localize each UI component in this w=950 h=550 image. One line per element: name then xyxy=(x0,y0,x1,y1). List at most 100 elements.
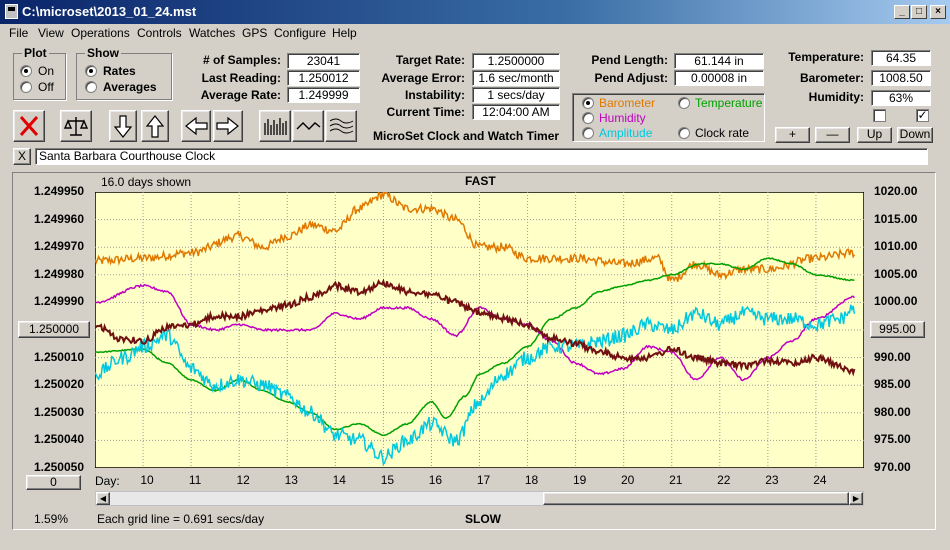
right-tick-label: 1000.00 xyxy=(874,294,918,309)
arrow-up-icon xyxy=(145,115,165,138)
clockrate-radio[interactable] xyxy=(678,127,690,139)
right-axis-ticks: 1020.001015.001010.001005.001000.00995.0… xyxy=(874,0,936,550)
stop-x-icon xyxy=(19,116,39,136)
barometer-value: 1008.50 xyxy=(871,70,931,86)
plot-scrollbar[interactable]: ◀ ▶ xyxy=(95,491,864,506)
chart-svg xyxy=(94,190,865,469)
temperature-radio[interactable] xyxy=(678,97,690,109)
clock-name-field[interactable]: Santa Barbara Courthouse Clock xyxy=(35,148,928,165)
temperature-label: Temperature: xyxy=(788,50,864,64)
temperature-value: 64.35 xyxy=(871,50,931,66)
left-axis-button[interactable]: 1.250000 xyxy=(18,321,90,338)
plot-panel xyxy=(12,172,936,530)
menu-file[interactable]: File xyxy=(9,26,29,40)
percent-label: 1.59% xyxy=(34,512,69,526)
barometer-label: Barometer: xyxy=(799,71,864,85)
temperature-option: Temperature xyxy=(695,96,763,110)
average-error-value: 1.6 sec/month xyxy=(472,70,560,86)
average-rate-label: Average Rate: xyxy=(200,88,281,102)
humidity-value: 63% xyxy=(871,90,931,106)
scroll-right-icon[interactable]: ▶ xyxy=(849,492,863,505)
menu-configure[interactable]: Configure xyxy=(274,26,327,40)
menu-operations[interactable]: Operations xyxy=(71,26,130,40)
multi-line-graph-icon xyxy=(329,118,354,134)
sensor-options: Barometer Temperature Humidity Amplitude… xyxy=(572,93,765,142)
menu-bar: File View Operations Controls Watches GP… xyxy=(0,24,950,42)
series-barometer xyxy=(94,190,856,283)
target-rate-label: Target Rate: xyxy=(395,53,465,67)
fast-label: FAST xyxy=(465,174,496,188)
scroll-thumb[interactable] xyxy=(543,492,849,505)
left-tick-label: 1.250030 xyxy=(33,404,84,419)
barometer-radio[interactable] xyxy=(582,97,594,109)
series-amplitude xyxy=(94,304,856,466)
left-tick-label: 1.249950 xyxy=(33,184,84,198)
left-tick-label: 1.250010 xyxy=(33,349,84,364)
barometer-option: Barometer xyxy=(599,96,656,110)
left-tick-label: 1.250040 xyxy=(33,432,84,447)
scroll-left-icon[interactable]: ◀ xyxy=(96,492,110,505)
amplitude-radio[interactable] xyxy=(582,127,594,139)
plot-group: Plot On Off xyxy=(13,46,66,100)
menu-view[interactable]: View xyxy=(38,26,64,40)
arrow-left-button[interactable] xyxy=(181,110,211,142)
scale-plus-button[interactable]: + xyxy=(775,127,810,143)
app-caption: MicroSet Clock and Watch Timer xyxy=(373,129,560,143)
average-error-label: Average Error: xyxy=(381,71,465,85)
bottom-left-button[interactable]: 0 xyxy=(26,475,81,490)
plot-on-radio[interactable] xyxy=(20,65,32,77)
close-note-button[interactable]: X xyxy=(13,148,31,165)
scale-down-button[interactable]: Down xyxy=(897,127,933,143)
menu-controls[interactable]: Controls xyxy=(137,26,182,40)
right-tick-label: 1005.00 xyxy=(874,266,918,281)
line-graph-button[interactable] xyxy=(292,110,324,142)
day-label: Day: xyxy=(95,474,120,488)
humidity-radio[interactable] xyxy=(582,112,594,124)
minimize-icon[interactable]: _ xyxy=(894,5,910,19)
clockrate-option: Clock rate xyxy=(695,126,750,140)
calibrate-button[interactable] xyxy=(60,110,92,142)
pend-adjust-label: Pend Adjust: xyxy=(594,71,668,85)
stop-button[interactable] xyxy=(13,110,45,142)
right-axis-button[interactable]: 995.00 xyxy=(870,321,925,338)
window-title: C:\microset\2013_01_24.mst xyxy=(22,4,197,19)
scale-up-button[interactable]: Up xyxy=(857,127,892,143)
pend-adjust-value: 0.00008 in xyxy=(674,70,764,86)
instability-value: 1 secs/day xyxy=(472,87,560,103)
right-tick-label: 1015.00 xyxy=(874,211,918,226)
checkbox-right[interactable]: ✓ xyxy=(916,108,929,122)
current-time-value: 12:04:00 AM xyxy=(472,104,560,120)
left-tick-label: 1.250020 xyxy=(33,377,84,392)
slow-label: SLOW xyxy=(465,512,501,526)
multi-line-graph-button[interactable] xyxy=(325,110,357,142)
show-group-title: Show xyxy=(85,46,121,60)
arrow-left-icon xyxy=(185,116,208,136)
menu-watches[interactable]: Watches xyxy=(189,26,236,40)
plot-group-title: Plot xyxy=(22,46,49,60)
arrow-down-button[interactable] xyxy=(109,110,137,142)
scale-minus-button[interactable]: — xyxy=(815,127,850,143)
arrow-up-button[interactable] xyxy=(141,110,169,142)
rates-radio[interactable] xyxy=(85,65,97,77)
maximize-icon[interactable]: □ xyxy=(911,5,927,19)
bar-graph-icon xyxy=(264,118,287,135)
close-icon[interactable]: × xyxy=(930,5,946,19)
days-shown: 16.0 days shown xyxy=(101,175,192,189)
left-tick-label: 1.250050 xyxy=(33,460,84,474)
averages-label: Averages xyxy=(103,80,157,94)
samples-value: 23041 xyxy=(287,53,360,69)
plot-off-radio[interactable] xyxy=(20,81,32,93)
menu-gps[interactable]: GPS xyxy=(242,26,268,40)
plot-off-label: Off xyxy=(38,80,54,94)
menu-help[interactable]: Help xyxy=(332,26,357,40)
averages-radio[interactable] xyxy=(85,81,97,93)
bar-graph-button[interactable] xyxy=(259,110,291,142)
arrow-right-button[interactable] xyxy=(213,110,243,142)
last-reading-value: 1.250012 xyxy=(287,70,360,86)
last-reading-label: Last Reading: xyxy=(201,71,281,85)
humidity-option: Humidity xyxy=(599,111,646,125)
right-tick-label: 975.00 xyxy=(874,432,911,447)
target-rate-value: 1.2500000 xyxy=(472,53,560,69)
arrow-down-icon xyxy=(113,115,133,138)
checkbox-left[interactable] xyxy=(873,109,886,122)
